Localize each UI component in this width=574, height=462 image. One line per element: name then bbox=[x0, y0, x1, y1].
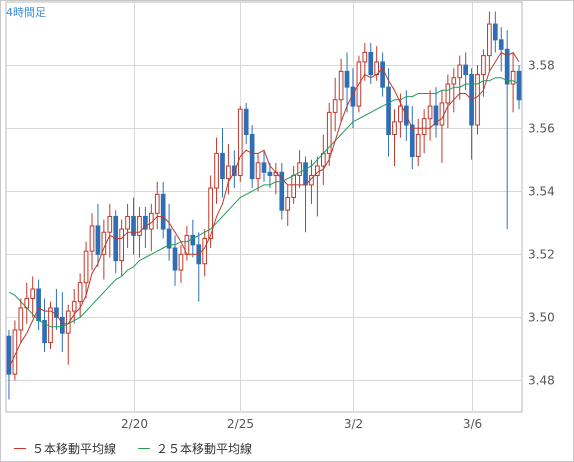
candle-down bbox=[368, 51, 374, 76]
candle-up bbox=[83, 250, 89, 284]
x-tick-label: 2/20 bbox=[121, 417, 148, 431]
y-tick-label: 3.52 bbox=[528, 248, 555, 262]
candle-up bbox=[77, 282, 83, 303]
candle-up bbox=[237, 108, 243, 176]
candle-up bbox=[89, 225, 95, 252]
candle-down bbox=[344, 70, 350, 88]
candle-up bbox=[30, 288, 36, 299]
candle-down bbox=[60, 316, 65, 334]
y-tick-label: 3.54 bbox=[528, 185, 555, 199]
candle-up bbox=[427, 105, 433, 120]
candle-up bbox=[285, 197, 291, 211]
candle-up bbox=[107, 215, 113, 233]
candle-up bbox=[315, 165, 320, 176]
candle-up bbox=[481, 55, 486, 76]
candle-up bbox=[510, 70, 516, 85]
candle-down bbox=[303, 162, 308, 186]
candle-up bbox=[208, 187, 213, 240]
legend-swatch-ma5 bbox=[14, 448, 26, 449]
candle-down bbox=[463, 64, 468, 76]
candle-down bbox=[243, 108, 249, 135]
candle-down bbox=[166, 228, 172, 249]
candle-up bbox=[202, 238, 208, 265]
candle-down bbox=[386, 86, 391, 135]
legend: ５本移動平均線 ２５本移動平均線 bbox=[14, 440, 274, 457]
x-tick-label: 3/6 bbox=[463, 417, 482, 431]
candle-down bbox=[516, 70, 522, 101]
candle-up bbox=[451, 77, 457, 85]
candle-up bbox=[226, 165, 231, 180]
candle-up bbox=[392, 121, 397, 135]
candle-down bbox=[504, 48, 510, 85]
candle-down bbox=[172, 247, 178, 271]
candle-up bbox=[338, 70, 344, 101]
x-tick-label: 2/25 bbox=[227, 417, 254, 431]
candle-down bbox=[261, 162, 267, 173]
candle-up bbox=[214, 152, 219, 189]
candle-up bbox=[178, 253, 184, 271]
candle-down bbox=[6, 335, 12, 375]
candle-up bbox=[362, 51, 368, 63]
ma5-line bbox=[8, 51, 520, 369]
legend-label-ma5: ５本移動平均線 bbox=[32, 442, 117, 456]
candle-up bbox=[137, 215, 142, 236]
candle-up bbox=[475, 74, 480, 126]
candle-up bbox=[65, 310, 71, 334]
candle-up bbox=[125, 215, 130, 230]
candle-down bbox=[190, 234, 196, 246]
candle-up bbox=[326, 111, 332, 154]
y-tick-label: 3.58 bbox=[528, 59, 555, 73]
candle-down bbox=[54, 307, 59, 318]
candle-down bbox=[267, 171, 273, 176]
candle-up bbox=[119, 228, 124, 262]
candle-down bbox=[249, 133, 255, 180]
y-tick-label: 3.48 bbox=[528, 374, 555, 388]
candle-down bbox=[232, 165, 237, 176]
candle-up bbox=[154, 193, 160, 214]
candle-down bbox=[220, 152, 225, 180]
candle-up bbox=[421, 118, 427, 135]
candle-down bbox=[433, 105, 439, 126]
legend-swatch-ma25 bbox=[138, 448, 151, 449]
candle-down bbox=[143, 215, 148, 230]
ma25-line bbox=[8, 77, 520, 328]
candle-up bbox=[255, 162, 261, 180]
y-tick-label: 3.56 bbox=[528, 122, 555, 136]
candle-down bbox=[279, 171, 285, 211]
x-tick-label: 3/2 bbox=[344, 417, 363, 431]
candle-down bbox=[492, 23, 498, 41]
candle-up bbox=[487, 23, 492, 57]
candle-up bbox=[71, 301, 77, 312]
legend-item-ma25: ２５本移動平均線 bbox=[138, 440, 252, 457]
candle-up bbox=[291, 174, 296, 199]
candle-up bbox=[415, 133, 421, 158]
candle-up bbox=[439, 102, 445, 126]
plot-area bbox=[5, 1, 523, 413]
candle-down bbox=[36, 288, 41, 322]
candle-down bbox=[95, 225, 101, 255]
candle-up bbox=[445, 83, 451, 104]
legend-label-ma25: ２５本移動平均線 bbox=[156, 442, 253, 456]
candle-up bbox=[398, 105, 403, 123]
candle-up bbox=[332, 99, 338, 113]
candle-down bbox=[380, 61, 385, 88]
legend-item-ma5: ５本移動平均線 bbox=[14, 440, 116, 457]
candle-up bbox=[457, 64, 463, 79]
candle-down bbox=[131, 215, 136, 236]
y-tick-label: 3.50 bbox=[528, 311, 555, 325]
candle-up bbox=[48, 307, 53, 344]
timeframe-label: 4時間足 bbox=[6, 6, 46, 19]
candle-down bbox=[498, 39, 504, 50]
candle-down bbox=[409, 124, 415, 158]
candle-up bbox=[297, 162, 302, 176]
candle-up bbox=[18, 307, 24, 331]
candle-down bbox=[42, 320, 47, 344]
candle-down bbox=[160, 193, 166, 230]
